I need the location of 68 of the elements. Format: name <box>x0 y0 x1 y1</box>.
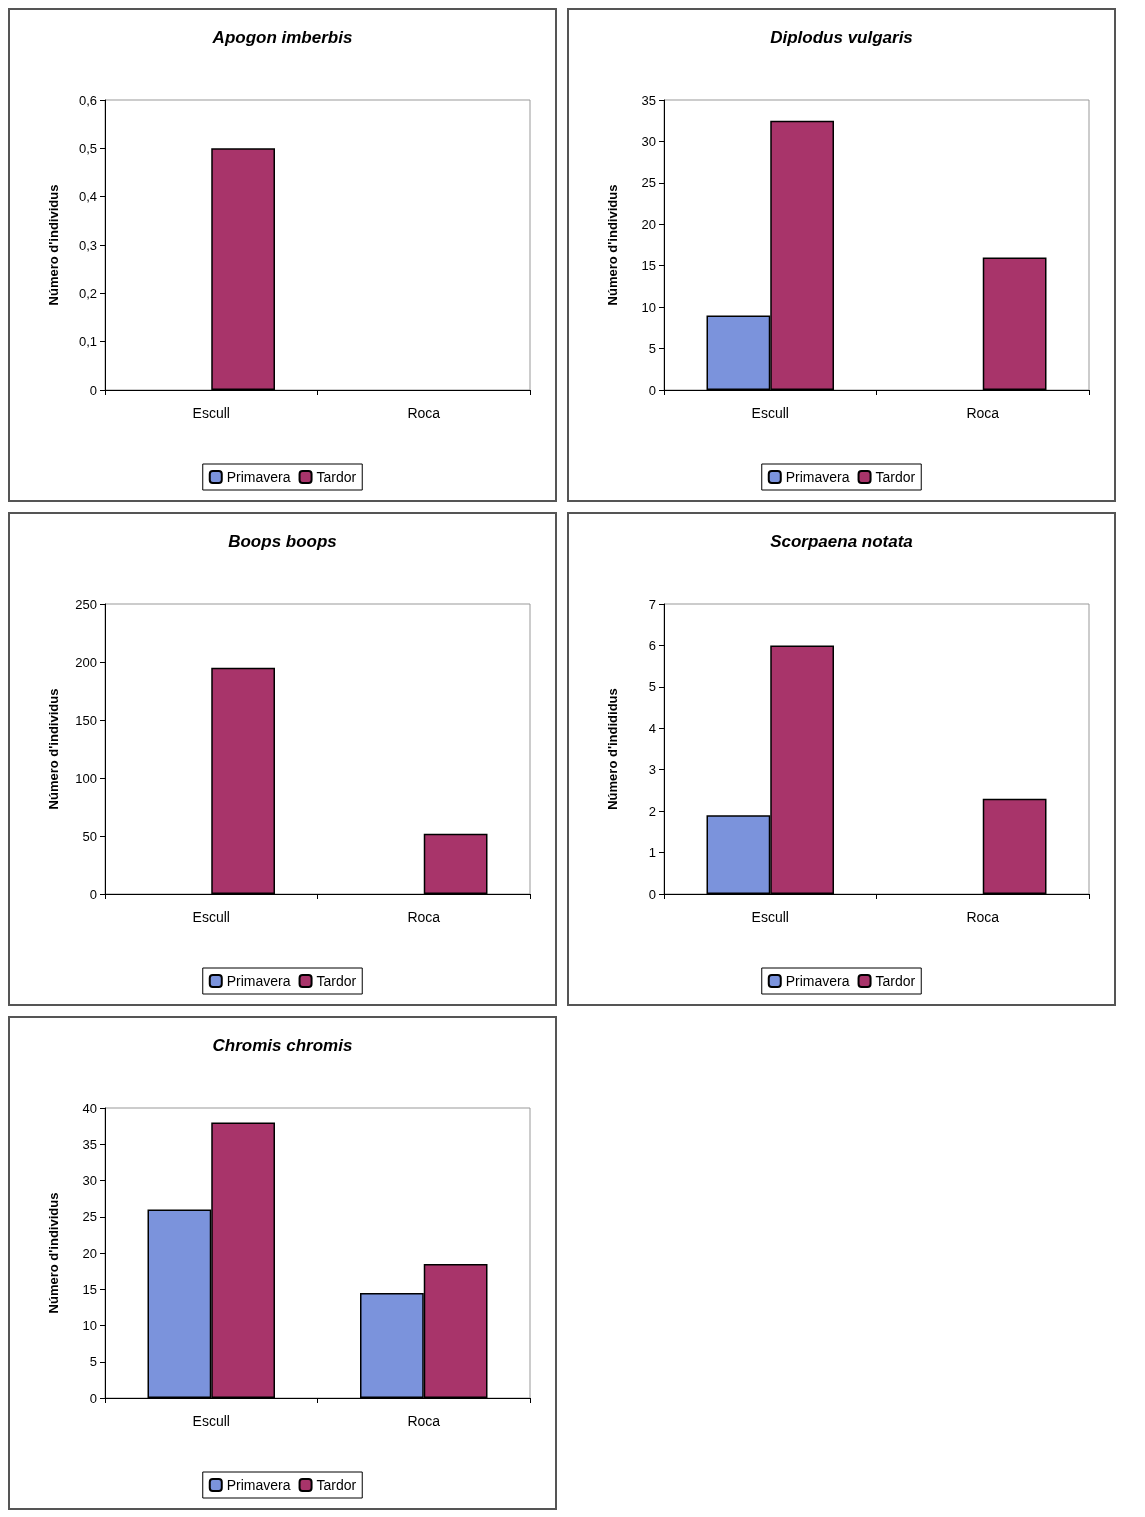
y-tick-label: 20 <box>641 216 656 232</box>
legend-label: Primavera <box>226 469 291 485</box>
y-tick-label: 0 <box>89 886 97 902</box>
y-tick-label: 0 <box>89 1390 97 1406</box>
y-tick-label: 50 <box>82 828 97 844</box>
y-tick-label: 0 <box>89 382 97 398</box>
chart-title: Scorpaena notata <box>770 532 913 551</box>
legend-label: Tardor <box>316 469 357 485</box>
y-tick-label: 5 <box>89 1354 97 1370</box>
y-tick-label: 4 <box>648 720 656 736</box>
y-tick-label: 150 <box>75 712 97 728</box>
y-tick-label: 40 <box>82 1100 97 1116</box>
y-tick-label: 15 <box>641 258 656 274</box>
x-tick-label: Escull <box>192 1413 230 1429</box>
y-tick-label: 6 <box>648 637 656 653</box>
y-axis-title: Número d'individus <box>46 184 61 306</box>
y-tick-label: 25 <box>641 175 656 191</box>
y-tick-label: 0,5 <box>78 140 97 156</box>
y-tick-label: 0,2 <box>78 285 97 301</box>
y-axis-title: Número d'individus <box>46 1192 61 1314</box>
legend-label: Primavera <box>785 973 850 989</box>
y-tick-label: 25 <box>82 1209 97 1225</box>
y-tick-label: 35 <box>82 1136 97 1152</box>
y-tick-label: 15 <box>82 1281 97 1297</box>
y-tick-label: 10 <box>82 1318 97 1333</box>
x-tick-label: Roca <box>966 909 1000 925</box>
y-tick-label: 0,1 <box>78 334 97 350</box>
y-tick-label: 1 <box>648 845 656 861</box>
y-tick-label: 200 <box>75 654 97 670</box>
y-tick-label: 30 <box>641 133 656 149</box>
y-tick-label: 20 <box>82 1245 97 1261</box>
legend-label: Tardor <box>316 1477 357 1493</box>
chart-title: Diplodus vulgaris <box>770 28 913 47</box>
legend-label: Tardor <box>316 973 357 989</box>
x-tick-label: Escull <box>751 909 789 925</box>
legend-label: Primavera <box>785 469 850 485</box>
legend-label: Primavera <box>226 973 291 989</box>
x-tick-label: Escull <box>751 405 789 421</box>
legend-label: Tardor <box>875 469 916 485</box>
x-tick-label: Roca <box>407 1413 441 1429</box>
y-tick-label: 250 <box>75 596 97 612</box>
y-tick-label: 0,4 <box>78 189 97 205</box>
y-tick-label: 2 <box>648 803 656 819</box>
y-axis-title: Número d'individus <box>605 184 620 306</box>
legend-label: Primavera <box>226 1477 291 1493</box>
y-axis-title: Número d'individus <box>46 688 61 810</box>
y-tick-label: 0,6 <box>78 92 97 108</box>
y-tick-label: 30 <box>82 1173 97 1188</box>
y-tick-label: 35 <box>641 92 656 108</box>
x-tick-label: Roca <box>407 405 441 421</box>
y-tick-label: 10 <box>641 299 656 315</box>
y-tick-label: 100 <box>75 770 97 786</box>
x-tick-label: Escull <box>192 909 230 925</box>
y-tick-label: 5 <box>648 341 656 357</box>
y-tick-label: 0,3 <box>78 237 97 253</box>
y-tick-label: 5 <box>648 679 656 695</box>
chart-title: Chromis chromis <box>212 1036 353 1055</box>
y-tick-label: 0 <box>648 382 656 398</box>
y-tick-label: 3 <box>648 762 656 778</box>
y-tick-label: 7 <box>648 596 656 612</box>
x-tick-label: Escull <box>192 405 230 421</box>
y-tick-label: 0 <box>648 886 656 902</box>
chart-title: Boops boops <box>228 532 337 551</box>
y-axis-title: Número d'indididus <box>605 688 620 810</box>
x-tick-label: Roca <box>966 405 1000 421</box>
legend-label: Tardor <box>875 973 916 989</box>
x-tick-label: Roca <box>407 909 441 925</box>
chart-title: Apogon imberbis <box>211 28 353 47</box>
